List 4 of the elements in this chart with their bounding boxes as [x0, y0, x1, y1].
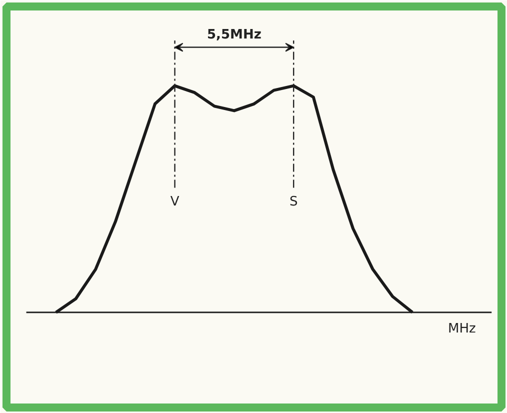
- x-axis-title: MHz: [448, 321, 476, 336]
- annotation: V: [170, 194, 180, 210]
- text: 5,5MHz: [206, 28, 262, 43]
- annotation: S: [289, 194, 298, 210]
